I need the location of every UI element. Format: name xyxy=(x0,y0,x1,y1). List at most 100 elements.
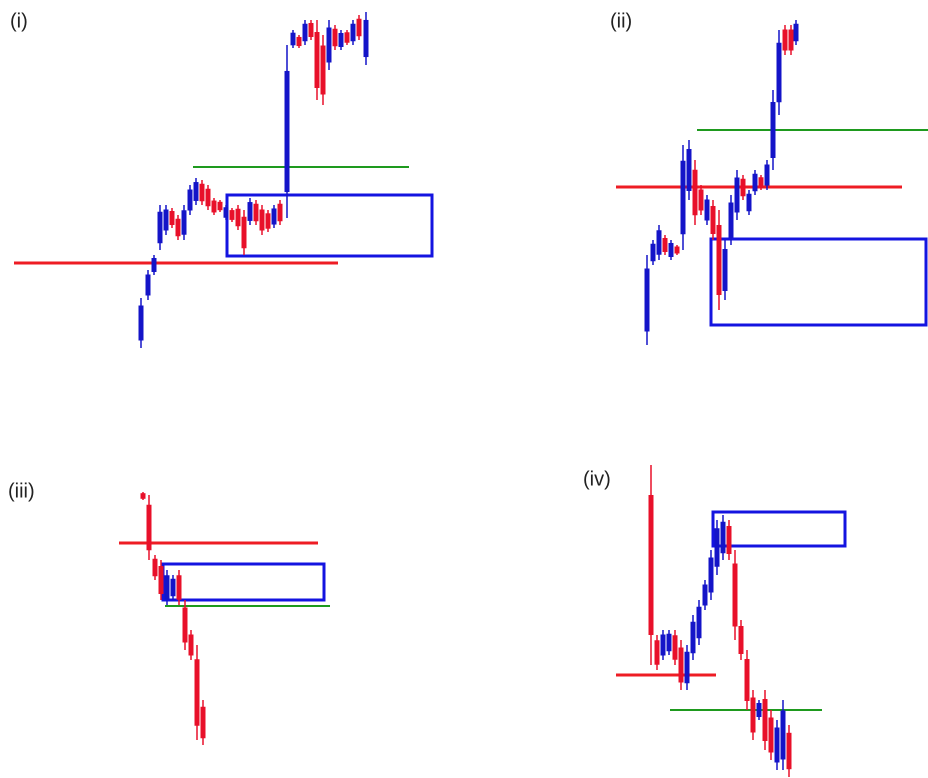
candle-body xyxy=(284,70,290,193)
candle-body xyxy=(780,710,786,760)
candle-body xyxy=(720,521,726,554)
candle-body xyxy=(363,19,369,58)
candle-body xyxy=(344,32,350,43)
zone-box xyxy=(709,237,928,327)
candle-body xyxy=(756,703,762,717)
candle-body xyxy=(151,258,157,272)
candle-body xyxy=(200,706,206,739)
candle-body xyxy=(648,495,654,635)
candle-body xyxy=(710,206,716,234)
candle-body xyxy=(332,28,338,47)
candle-body xyxy=(714,528,720,567)
candle-body xyxy=(644,268,650,332)
candle-body xyxy=(722,249,728,291)
candle-body xyxy=(654,640,660,665)
candle-body xyxy=(271,208,277,225)
candle-body xyxy=(181,210,187,235)
candle-body xyxy=(770,102,776,158)
candle-body xyxy=(656,230,662,255)
candle-body xyxy=(744,659,750,701)
candle-body xyxy=(650,243,656,262)
candle-body xyxy=(356,18,362,37)
candle-body xyxy=(678,647,684,683)
candle-body xyxy=(164,575,170,600)
candle-body xyxy=(704,199,710,221)
candle-body xyxy=(241,216,247,249)
candle-body xyxy=(326,27,332,63)
candle-body xyxy=(666,633,672,652)
candle-body xyxy=(199,183,205,202)
zone-box xyxy=(161,562,326,602)
candle-body xyxy=(752,173,758,192)
candle-body xyxy=(660,634,666,656)
candle-body xyxy=(157,211,163,244)
candle-body xyxy=(308,23,314,37)
candle-body xyxy=(684,651,690,684)
candle-body xyxy=(247,202,253,221)
candle-body xyxy=(182,607,188,643)
candle-body xyxy=(764,164,770,186)
candle-body xyxy=(758,177,764,188)
candle-body xyxy=(728,202,734,238)
candle-body xyxy=(746,193,752,212)
candle-body xyxy=(145,274,151,296)
candle-body xyxy=(740,178,746,197)
candle-body xyxy=(338,33,344,47)
candle-body xyxy=(176,575,182,600)
candle-body xyxy=(302,23,308,42)
candle-body xyxy=(762,699,768,741)
candle-body xyxy=(680,160,686,235)
candle-body xyxy=(152,558,158,577)
candle-body xyxy=(158,566,164,594)
candle-body xyxy=(734,177,740,213)
candle-body xyxy=(265,213,271,229)
candle-body xyxy=(194,659,200,726)
candle-body xyxy=(708,557,714,593)
panel-label: (i) xyxy=(10,10,28,32)
candle-body xyxy=(692,169,698,216)
candle-body xyxy=(662,238,668,252)
zone-box xyxy=(711,510,847,548)
candle-body xyxy=(217,201,223,211)
candle-body xyxy=(170,578,176,597)
candle-body xyxy=(672,635,678,660)
candle-body xyxy=(668,243,674,257)
candle-body xyxy=(138,305,144,341)
panel-label: (iii) xyxy=(8,480,35,502)
candle-body xyxy=(782,29,788,51)
candle-body xyxy=(696,606,702,639)
zone-box xyxy=(225,193,434,258)
candle-body xyxy=(786,732,792,770)
candle-body xyxy=(188,634,194,656)
candle-body xyxy=(726,526,732,554)
candle-body xyxy=(320,45,326,95)
candle-body xyxy=(163,209,169,231)
candle-body xyxy=(350,23,356,42)
candle-body xyxy=(750,697,756,733)
candle-body xyxy=(140,493,146,499)
candle-body xyxy=(716,225,722,295)
candle-body xyxy=(690,621,696,654)
candle-body xyxy=(686,149,692,191)
candle-body xyxy=(229,210,235,220)
candle-body xyxy=(193,182,199,201)
candle-body xyxy=(702,584,708,606)
panel-label: (iv) xyxy=(583,468,611,490)
candle-body xyxy=(776,42,782,103)
candle-body xyxy=(187,189,193,211)
candle-body xyxy=(205,188,211,207)
candle-body xyxy=(211,200,217,213)
candle-body xyxy=(738,626,744,654)
candle-body xyxy=(259,209,265,231)
candle-body xyxy=(768,717,774,753)
candle-body xyxy=(235,208,241,227)
candles xyxy=(138,12,799,777)
candle-body xyxy=(290,32,296,46)
candle-body xyxy=(774,727,780,763)
candle-body xyxy=(698,189,704,211)
candle-body xyxy=(788,29,794,51)
candle-body xyxy=(253,203,259,222)
panel-label: (ii) xyxy=(610,10,632,32)
candle-body xyxy=(169,211,175,225)
